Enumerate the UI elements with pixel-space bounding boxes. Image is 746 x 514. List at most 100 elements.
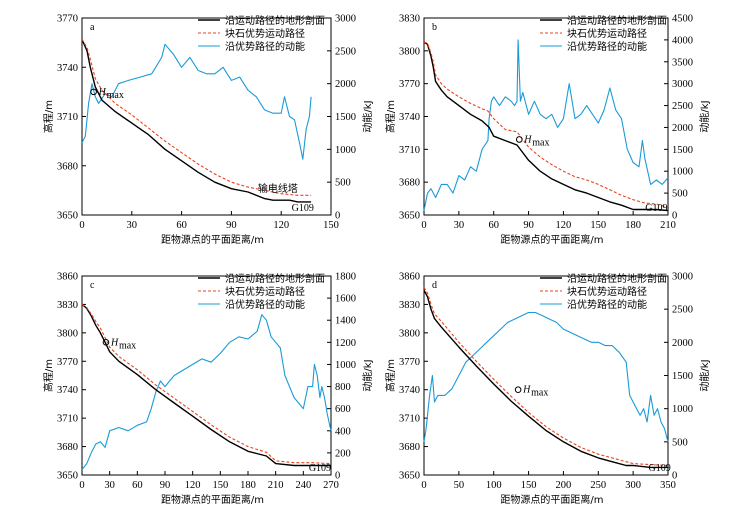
y-right-tick-label: 1600 (335, 294, 356, 305)
y-right-tick-label: 500 (672, 437, 688, 448)
y-right-tick-label: 1500 (335, 112, 356, 123)
y-left-tick-label: 3650 (399, 211, 420, 222)
y-left-tick-label: 3710 (57, 112, 78, 123)
legend-label: 沿运动路径的地形剖面 (567, 272, 667, 285)
legend-label: 块石优势运动路径 (567, 285, 647, 298)
panel-letter: c (90, 280, 95, 291)
panel-letter: b (432, 22, 437, 33)
x-tick-label: 50 (454, 480, 465, 491)
x-tick-label: 60 (132, 480, 143, 491)
y-left-tick-label: 3830 (57, 300, 78, 311)
y-right-tick-label: 3000 (672, 272, 693, 283)
y-left-tick-label: 3860 (399, 272, 420, 283)
hmax-subscript: max (119, 340, 136, 351)
hmax-marker (90, 88, 97, 96)
y-left-axis-title: 高程/m (384, 100, 397, 133)
y-right-tick-label: 800 (335, 382, 351, 393)
y-left-tick-label: 3710 (399, 145, 420, 156)
x-tick-label: 90 (160, 480, 171, 491)
y-left-tick-label: 3740 (57, 385, 78, 396)
series-line-energy (81, 43, 312, 160)
y-right-tick-label: 4500 (672, 14, 693, 25)
series-line-rock (423, 41, 669, 208)
x-axis-title: 距物源点的平面距离/m (161, 233, 264, 246)
x-tick-label: 120 (273, 220, 289, 231)
y-left-tick-label: 3680 (399, 178, 420, 189)
y-right-tick-label: 1000 (672, 167, 693, 178)
series-line-rock (423, 287, 669, 467)
y-right-tick-label: 1000 (672, 404, 693, 415)
series-line-energy (81, 314, 332, 470)
legend-label: 沿优势路径的动能 (567, 40, 647, 53)
hmax-marker (515, 136, 523, 143)
x-tick-label: 120 (185, 480, 201, 491)
x-tick-label: 90 (226, 220, 237, 231)
y-left-tick-label: 3800 (57, 328, 78, 339)
x-tick-label: 0 (421, 480, 426, 491)
series-line-terrain (81, 303, 331, 467)
y-right-tick-label: 2000 (672, 123, 693, 134)
y-left-tick-label: 3770 (399, 357, 420, 368)
x-tick-label: 90 (523, 220, 534, 231)
y-left-tick-label: 3650 (57, 471, 78, 482)
x-tick-label: 200 (556, 480, 572, 491)
y-right-tick-label: 400 (335, 426, 351, 437)
x-tick-label: 100 (486, 480, 502, 491)
y-left-tick-label: 3740 (57, 63, 78, 74)
x-tick-label: 150 (521, 480, 537, 491)
y-right-axis-title: 动能/kJ (698, 100, 711, 132)
hmax-label: H (98, 87, 107, 98)
y-right-tick-label: 0 (335, 471, 340, 482)
hmax-label: H (523, 134, 532, 145)
y-right-tick-label: 2500 (672, 101, 693, 112)
y-right-tick-label: 0 (335, 211, 340, 222)
y-left-tick-label: 3770 (57, 14, 78, 25)
y-left-axis-title: 高程/m (384, 359, 397, 392)
y-left-tick-label: 3650 (57, 211, 78, 222)
panel-d: 0 50 100 150 200 250 300 350 3650 3680 3710 3740 377… (384, 272, 711, 507)
panel-a: 0 30 60 90 120 150 3650 3680 3710 3740 3770 0 500 100… (42, 14, 374, 247)
legend-label: 块石优势运动路径 (567, 27, 647, 40)
y-left-tick-label: 3680 (399, 442, 420, 453)
hmax-subscript: max (531, 388, 548, 399)
x-tick-label: 150 (590, 220, 606, 231)
y-right-tick-label: 1400 (335, 316, 356, 327)
y-right-tick-label: 500 (335, 178, 351, 189)
x-tick-label: 30 (127, 220, 138, 231)
y-left-tick-label: 3680 (57, 161, 78, 172)
y-right-tick-label: 1000 (335, 145, 356, 156)
y-left-tick-label: 3680 (57, 442, 78, 453)
hmax-label: H (522, 385, 531, 396)
series-line-energy (423, 311, 669, 442)
road-label: G109 (645, 203, 667, 214)
y-left-axis-title: 高程/m (42, 359, 55, 392)
legend-label: 沿优势路径的动能 (225, 40, 305, 53)
y-right-tick-label: 0 (672, 471, 677, 482)
y-right-tick-label: 500 (672, 189, 688, 200)
y-left-tick-label: 3830 (399, 300, 420, 311)
x-tick-label: 180 (240, 480, 256, 491)
y-right-tick-label: 1200 (335, 338, 356, 349)
legend-label: 沿优势路径的动能 (567, 298, 647, 311)
y-left-tick-label: 3800 (399, 46, 420, 57)
y-left-axis-title: 高程/m (42, 100, 55, 133)
y-right-tick-label: 1800 (335, 272, 356, 283)
x-tick-label: 270 (323, 480, 339, 491)
x-axis-title: 距物源点的平面距离/m (500, 493, 603, 506)
x-tick-label: 0 (79, 220, 84, 231)
panel-letter: a (90, 22, 95, 33)
y-right-tick-label: 2500 (672, 305, 693, 316)
x-tick-label: 150 (212, 480, 228, 491)
y-left-tick-label: 3770 (399, 79, 420, 90)
x-tick-label: 210 (268, 480, 284, 491)
y-right-axis-title: 动能/kJ (698, 359, 711, 391)
y-left-tick-label: 3710 (399, 414, 420, 425)
hmax-label: H (110, 337, 119, 348)
hmax-subscript: max (107, 90, 124, 101)
y-right-tick-label: 1500 (672, 145, 693, 156)
legend-label: 块石优势运动路径 (225, 285, 305, 298)
y-left-tick-label: 3860 (57, 272, 78, 283)
y-right-tick-label: 600 (335, 404, 351, 415)
y-left-tick-label: 3650 (399, 471, 420, 482)
series-line-energy (423, 39, 669, 211)
